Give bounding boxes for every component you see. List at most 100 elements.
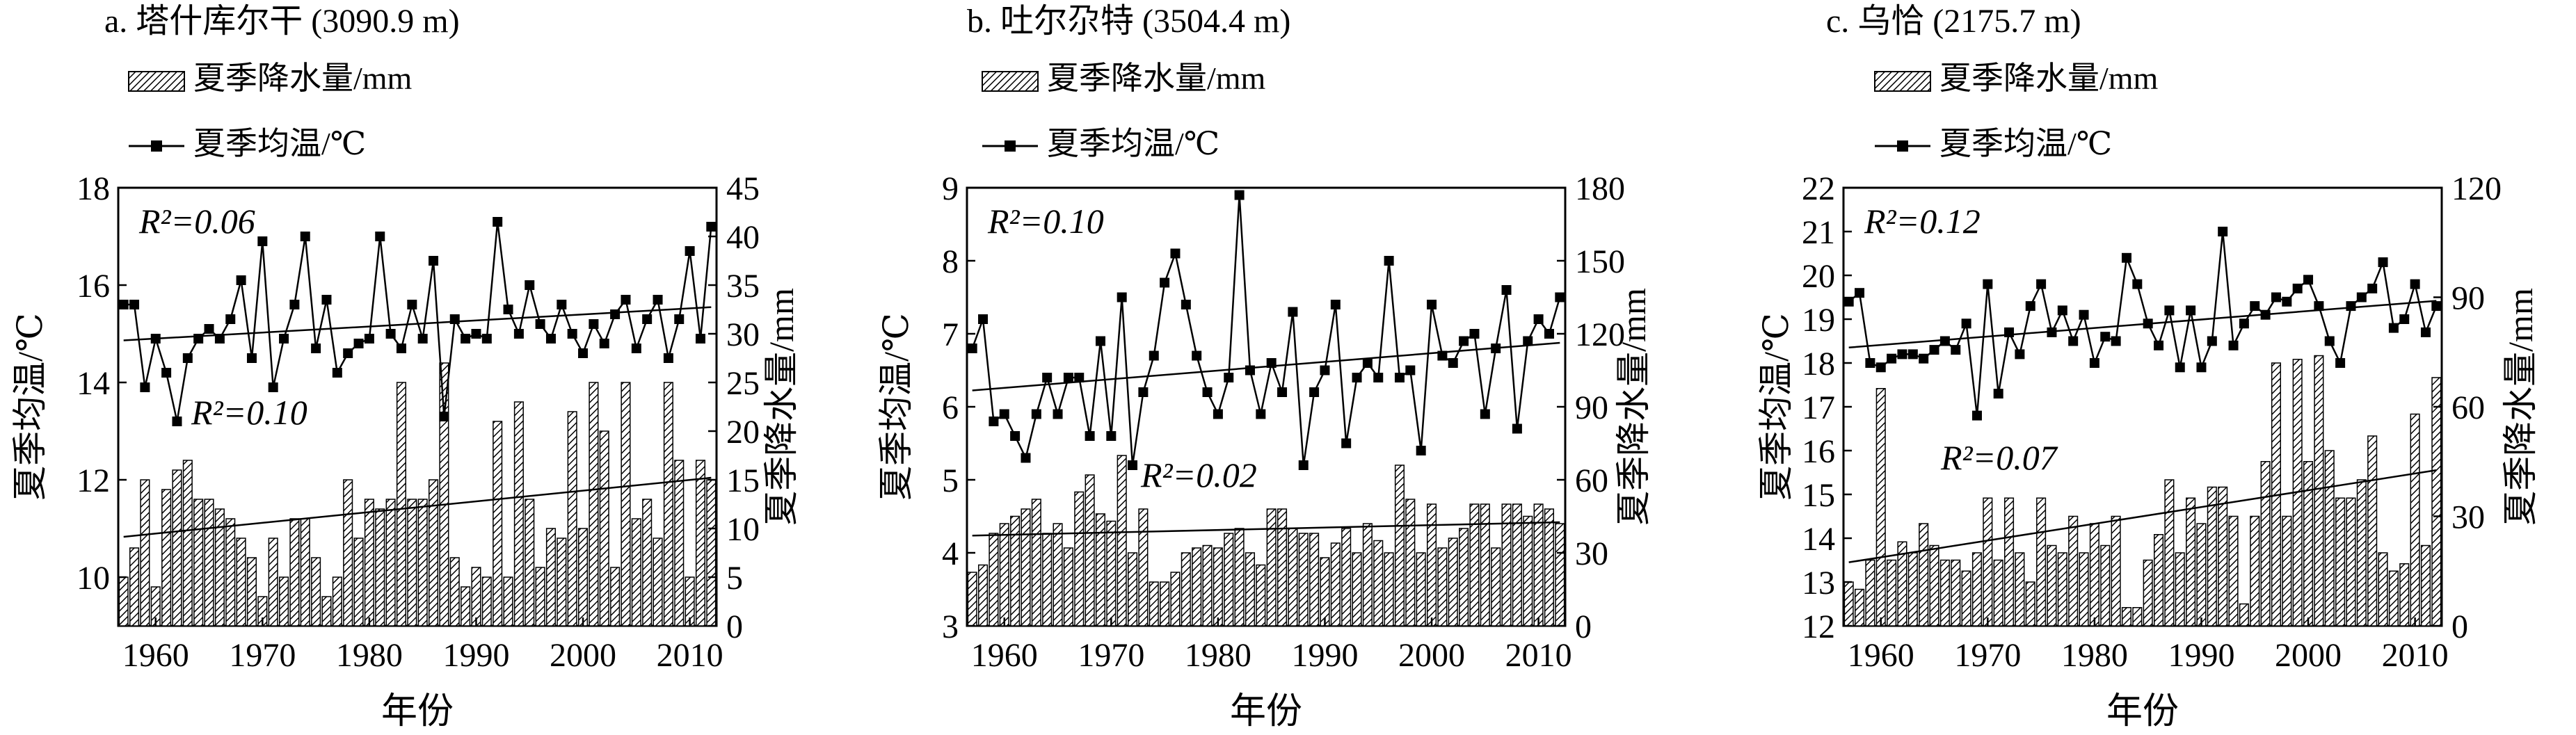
panel-c-precip-bar [2420,544,2431,627]
panel-b-legend: 夏季降水量/mm 夏季均温/℃ [982,60,1266,161]
panel-c-ytick-left-label: 18 [1802,346,1835,382]
panel-b-temp-marker [1416,446,1426,455]
panel-b-r2-precip: R²=0.02 [1140,455,1257,494]
panel-c-temp-marker [2346,301,2356,312]
panel-b-ytick-left-label: 9 [942,170,959,207]
panel-a-precip-bar [503,576,513,627]
panel-a-temp-marker [321,295,332,305]
panel-c-precip-bar [2239,603,2249,627]
panel-b-temp-marker [1095,336,1105,346]
panel-c-temp-marker [2154,340,2164,350]
panel-b-precip-bar [1426,503,1437,627]
panel-c-precip-bar [2196,523,2207,627]
panel-c-precip-bar [2186,497,2196,627]
panel-a-ytick-right-label: 35 [726,268,760,305]
panel-b-precip-bar [1117,455,1127,627]
panel-b-temp-marker [1459,336,1469,346]
panel-c-temp-marker [2068,336,2079,346]
panel-a-xlabel: 年份 [381,692,454,732]
panel-a-precip-bar [311,557,321,627]
panel-b-xtick-label: 2010 [1505,637,1572,674]
panel-b-precip-bar [1288,528,1298,627]
panel-a-precip-bar [621,382,631,627]
panel-a-ytick-left-label: 10 [77,560,110,597]
panel-c-r2-precip: R²=0.07 [1940,438,2058,477]
panel-a-precip-bar [204,499,214,627]
panel-c-ytick-left-label: 21 [1802,214,1835,251]
panel-b-precip-bar [1416,552,1426,627]
panel-b-precip-bar [1352,552,1362,627]
panel-c-precip-bar [2282,515,2292,627]
panel-b-temp-marker [1491,344,1501,353]
panel-a-temp-marker [193,334,204,344]
panel-c-r2-temp: R²=0.12 [1864,202,1981,241]
panel-c-precip-bar [2207,486,2217,627]
panel-b-precip-bar [1362,523,1373,627]
panel-a-precip-bar [428,479,439,627]
panel-a-title: a. 塔什库尔干 (3090.9 m) [104,3,460,40]
panel-b-temp-marker [1362,358,1373,368]
panel-b-legend-precip-label: 夏季降水量/mm [1047,60,1266,96]
panel-a-precip-bar [557,538,567,627]
panel-c-precip-bar [2250,515,2260,627]
panel-a-temp-marker [279,334,289,344]
panel-b-precip-bar [1384,552,1394,627]
panel-c-precip-bar [2228,515,2239,627]
panel-b-precip-bar [1010,515,1021,627]
panel-a-precip-bar [481,576,492,627]
panel-b-precip-bar [1523,515,1533,627]
panel-a-temp-marker [653,295,663,305]
panel-a-precip-bar [535,567,545,627]
panel-c-precip-bar [2218,486,2228,627]
panel-c-precip-bar [1961,570,1971,627]
panel-a-temp-marker [557,300,567,309]
panel-a-ytick-right-label: 10 [726,511,760,548]
panel-c-ytick-left-label: 14 [1802,521,1835,558]
panel-c-temp-marker [2004,327,2015,337]
panel-b-temp-marker [1042,373,1053,382]
panel-a-ytick-right-label: 40 [726,219,760,256]
panel-b-ytick-left-label: 8 [942,243,959,280]
panel-a-temp-marker [674,314,685,324]
panel-b-temp-marker [1352,373,1362,382]
panel-c-ytick-right-label: 90 [2451,280,2485,317]
panel-b-legend-temp-label: 夏季均温/℃ [1047,126,1219,161]
panel-c-precip-bar [1951,559,1961,627]
panel-a-ytick-left-label: 16 [77,268,110,305]
panel-c-precip-bar [1971,552,1983,627]
panel-a-precip-bar [182,460,193,627]
panel-a-ytick-right-label: 15 [726,462,760,499]
panel-c-ytick-left-label: 17 [1802,389,1835,426]
panel-a-precip-bar [118,576,129,627]
panel-a-temp-marker [150,334,161,344]
panel-b-precip-bar [1063,547,1073,627]
panel-c-ytick-left-label: 15 [1802,477,1835,514]
panel-c-temp-marker [2057,305,2067,316]
panel-b-temp-marker [1128,460,1138,470]
panel-a-plot-area: 10 12 14 16 18 0 5 10 15 20 25 30 35 40 45 1960 1970 1980… [77,170,760,674]
panel-c-temp-marker [2175,362,2185,373]
panel-a-precip-bar [364,499,374,627]
panel-c-precip-bar [1897,541,1907,627]
panel-b-temp-marker [1437,350,1448,361]
panel-c-temp-marker [2111,336,2121,346]
panel-c-precip-bar [2399,563,2410,627]
panel-c-xtick-label: 1990 [2168,637,2234,674]
panel-a-precip-bar [674,460,685,627]
panel-a-temp-marker [246,353,257,363]
panel-b-precip-bar [1053,523,1063,627]
panel-a-ylabel-left: 夏季均温/℃ [10,313,49,501]
panel-c-temp-marker [2132,279,2143,289]
panel-c-precip-bar [2410,413,2420,627]
panel-b-temp-marker [1544,329,1554,339]
panel-a-precip-bar [332,576,342,627]
panel-c-legend-precip-label: 夏季降水量/mm [1939,60,2159,96]
panel-b-temp-marker [1213,409,1223,419]
panel-b-precip-bar [1138,508,1149,627]
panel-a-xtick-label: 1990 [442,637,509,674]
panel-b-ytick-right-label: 60 [1575,462,1608,499]
panel-a-precip-bar [396,382,407,627]
panel-b-ylabel-right: 夏季降水量/mm [1614,288,1653,526]
panel-a-precip-bar [461,586,471,627]
